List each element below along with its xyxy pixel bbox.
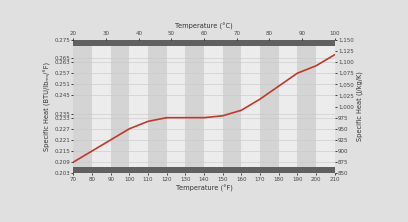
- Bar: [92, 40, 111, 173]
- Bar: [167, 40, 185, 173]
- Y-axis label: Specific Heat (J/kg/K): Specific Heat (J/kg/K): [357, 72, 363, 141]
- Bar: [185, 40, 204, 173]
- Bar: [129, 40, 148, 173]
- Bar: [223, 40, 241, 173]
- Bar: [204, 40, 223, 173]
- X-axis label: Temperature (°C): Temperature (°C): [175, 23, 233, 30]
- Bar: [148, 40, 167, 173]
- Bar: [73, 40, 335, 46]
- Y-axis label: Specific Heat (BTU/lbₘₙ/°F): Specific Heat (BTU/lbₘₙ/°F): [44, 62, 51, 151]
- X-axis label: Temperature (°F): Temperature (°F): [175, 184, 233, 192]
- Bar: [297, 40, 316, 173]
- Bar: [279, 40, 297, 173]
- Bar: [111, 40, 129, 173]
- Bar: [241, 40, 260, 173]
- Bar: [260, 40, 279, 173]
- Bar: [316, 40, 335, 173]
- Bar: [73, 40, 92, 173]
- Bar: [73, 167, 335, 173]
